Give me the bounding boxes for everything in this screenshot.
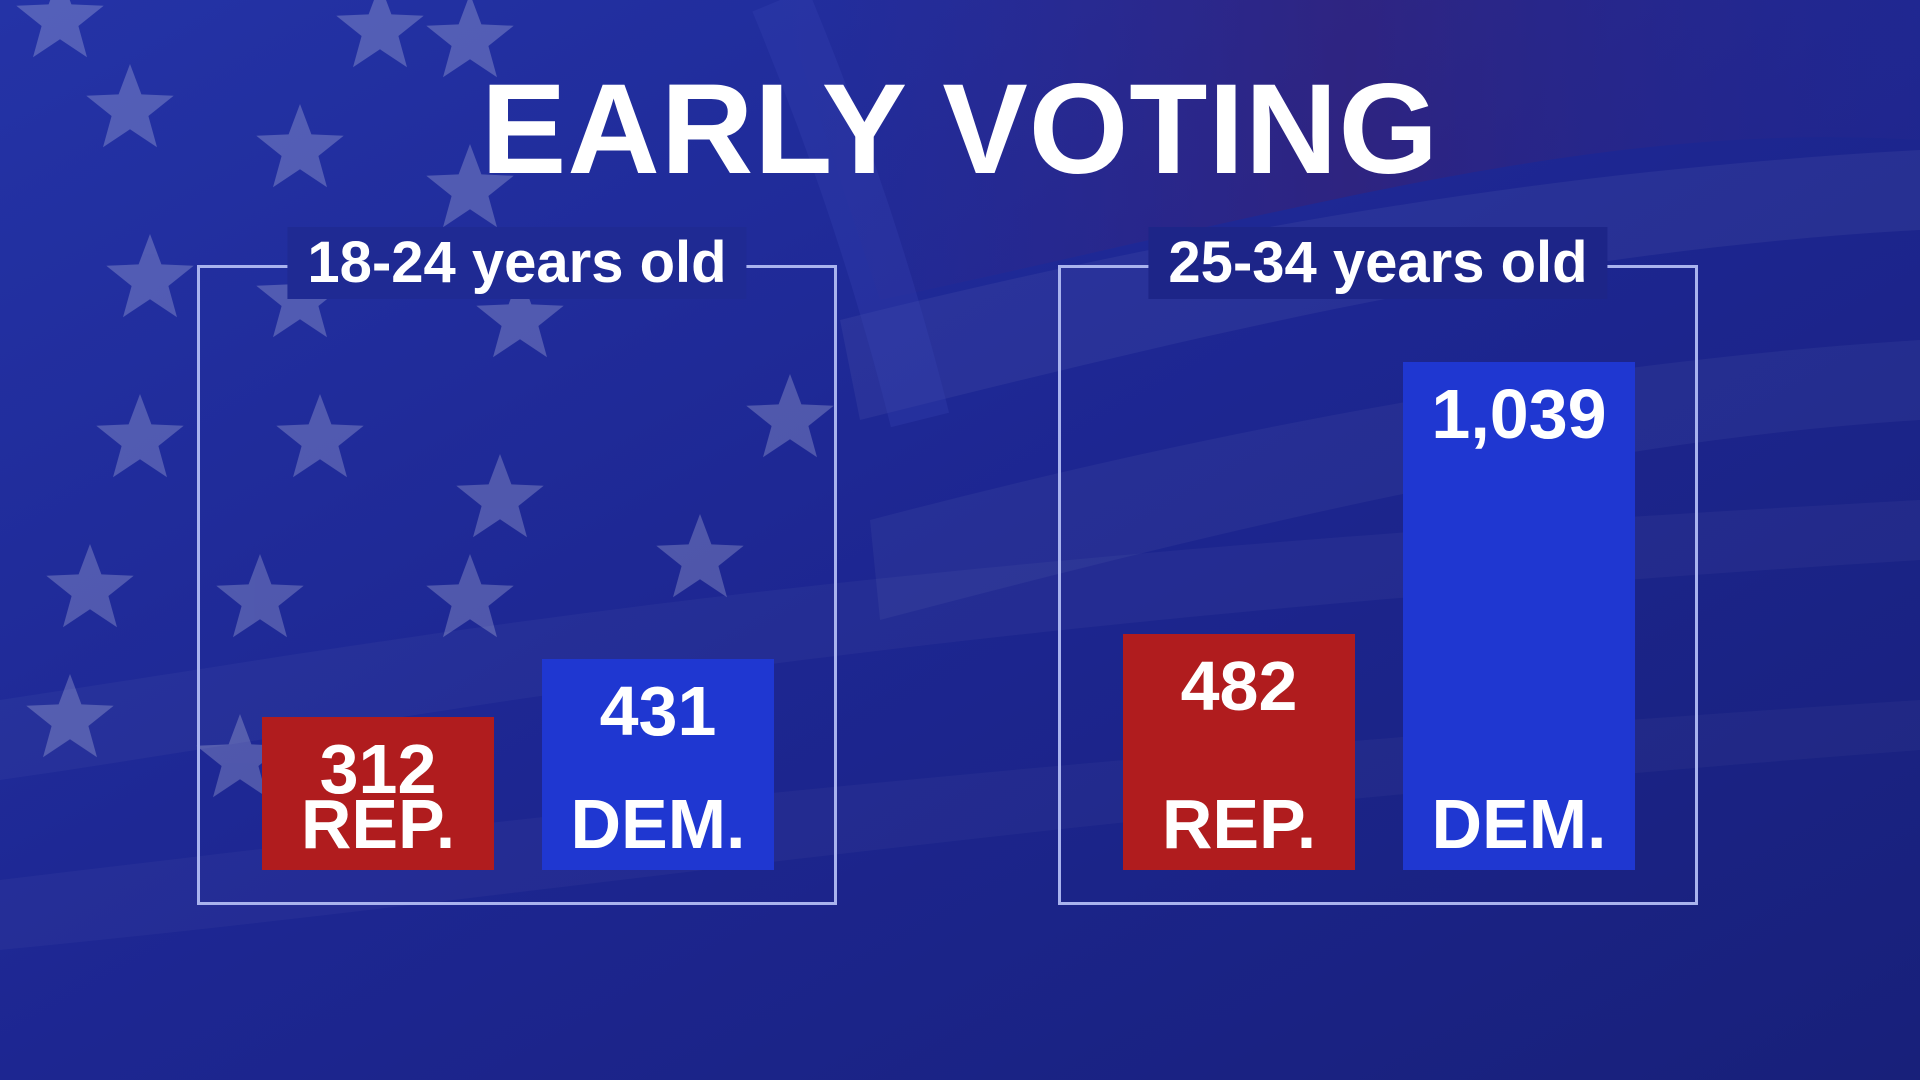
bar-rep: 312 REP.	[262, 717, 494, 870]
bar-value-label: 1,039	[1431, 375, 1607, 453]
chart-panel-25-34: 25-34 years old 482 REP. 1,039 DEM.	[1058, 227, 1698, 905]
star-icon	[16, 0, 104, 58]
star-icon	[656, 514, 744, 598]
bar-category-label: REP.	[1161, 785, 1317, 863]
star-icon	[26, 674, 114, 758]
star-icon	[456, 454, 544, 538]
star-icon	[276, 394, 364, 478]
star-icon	[336, 0, 424, 68]
star-icon	[426, 0, 514, 78]
chart-panel-18-24: 18-24 years old 312 REP. 431 DEM.	[197, 227, 837, 905]
bar-value-label: 312	[319, 730, 437, 808]
bar-value-label: 482	[1180, 647, 1298, 725]
bar-category-label: DEM.	[1431, 785, 1607, 863]
star-icon	[106, 234, 194, 318]
page-title: EARLY VOTING	[481, 58, 1439, 201]
star-icon	[216, 554, 304, 638]
star-icon	[426, 554, 514, 638]
star-icon	[46, 544, 134, 628]
star-icon	[746, 374, 834, 458]
star-icon	[96, 394, 184, 478]
bar-category-label: REP.	[300, 785, 456, 863]
star-icon	[426, 144, 514, 228]
stars-group	[16, 0, 834, 798]
star-icon	[476, 274, 564, 358]
star-icon	[196, 714, 284, 798]
chart-title: 25-34 years old	[1148, 227, 1608, 299]
bar-category-label: DEM.	[570, 785, 746, 863]
bar-rep: 482 REP.	[1123, 634, 1355, 870]
chart-title: 18-24 years old	[287, 227, 747, 299]
star-icon	[86, 64, 174, 148]
bar-dem: 1,039 DEM.	[1403, 362, 1635, 870]
star-icon	[256, 104, 344, 188]
bar-value-label: 431	[599, 672, 717, 750]
bar-dem: 431 DEM.	[542, 659, 774, 870]
